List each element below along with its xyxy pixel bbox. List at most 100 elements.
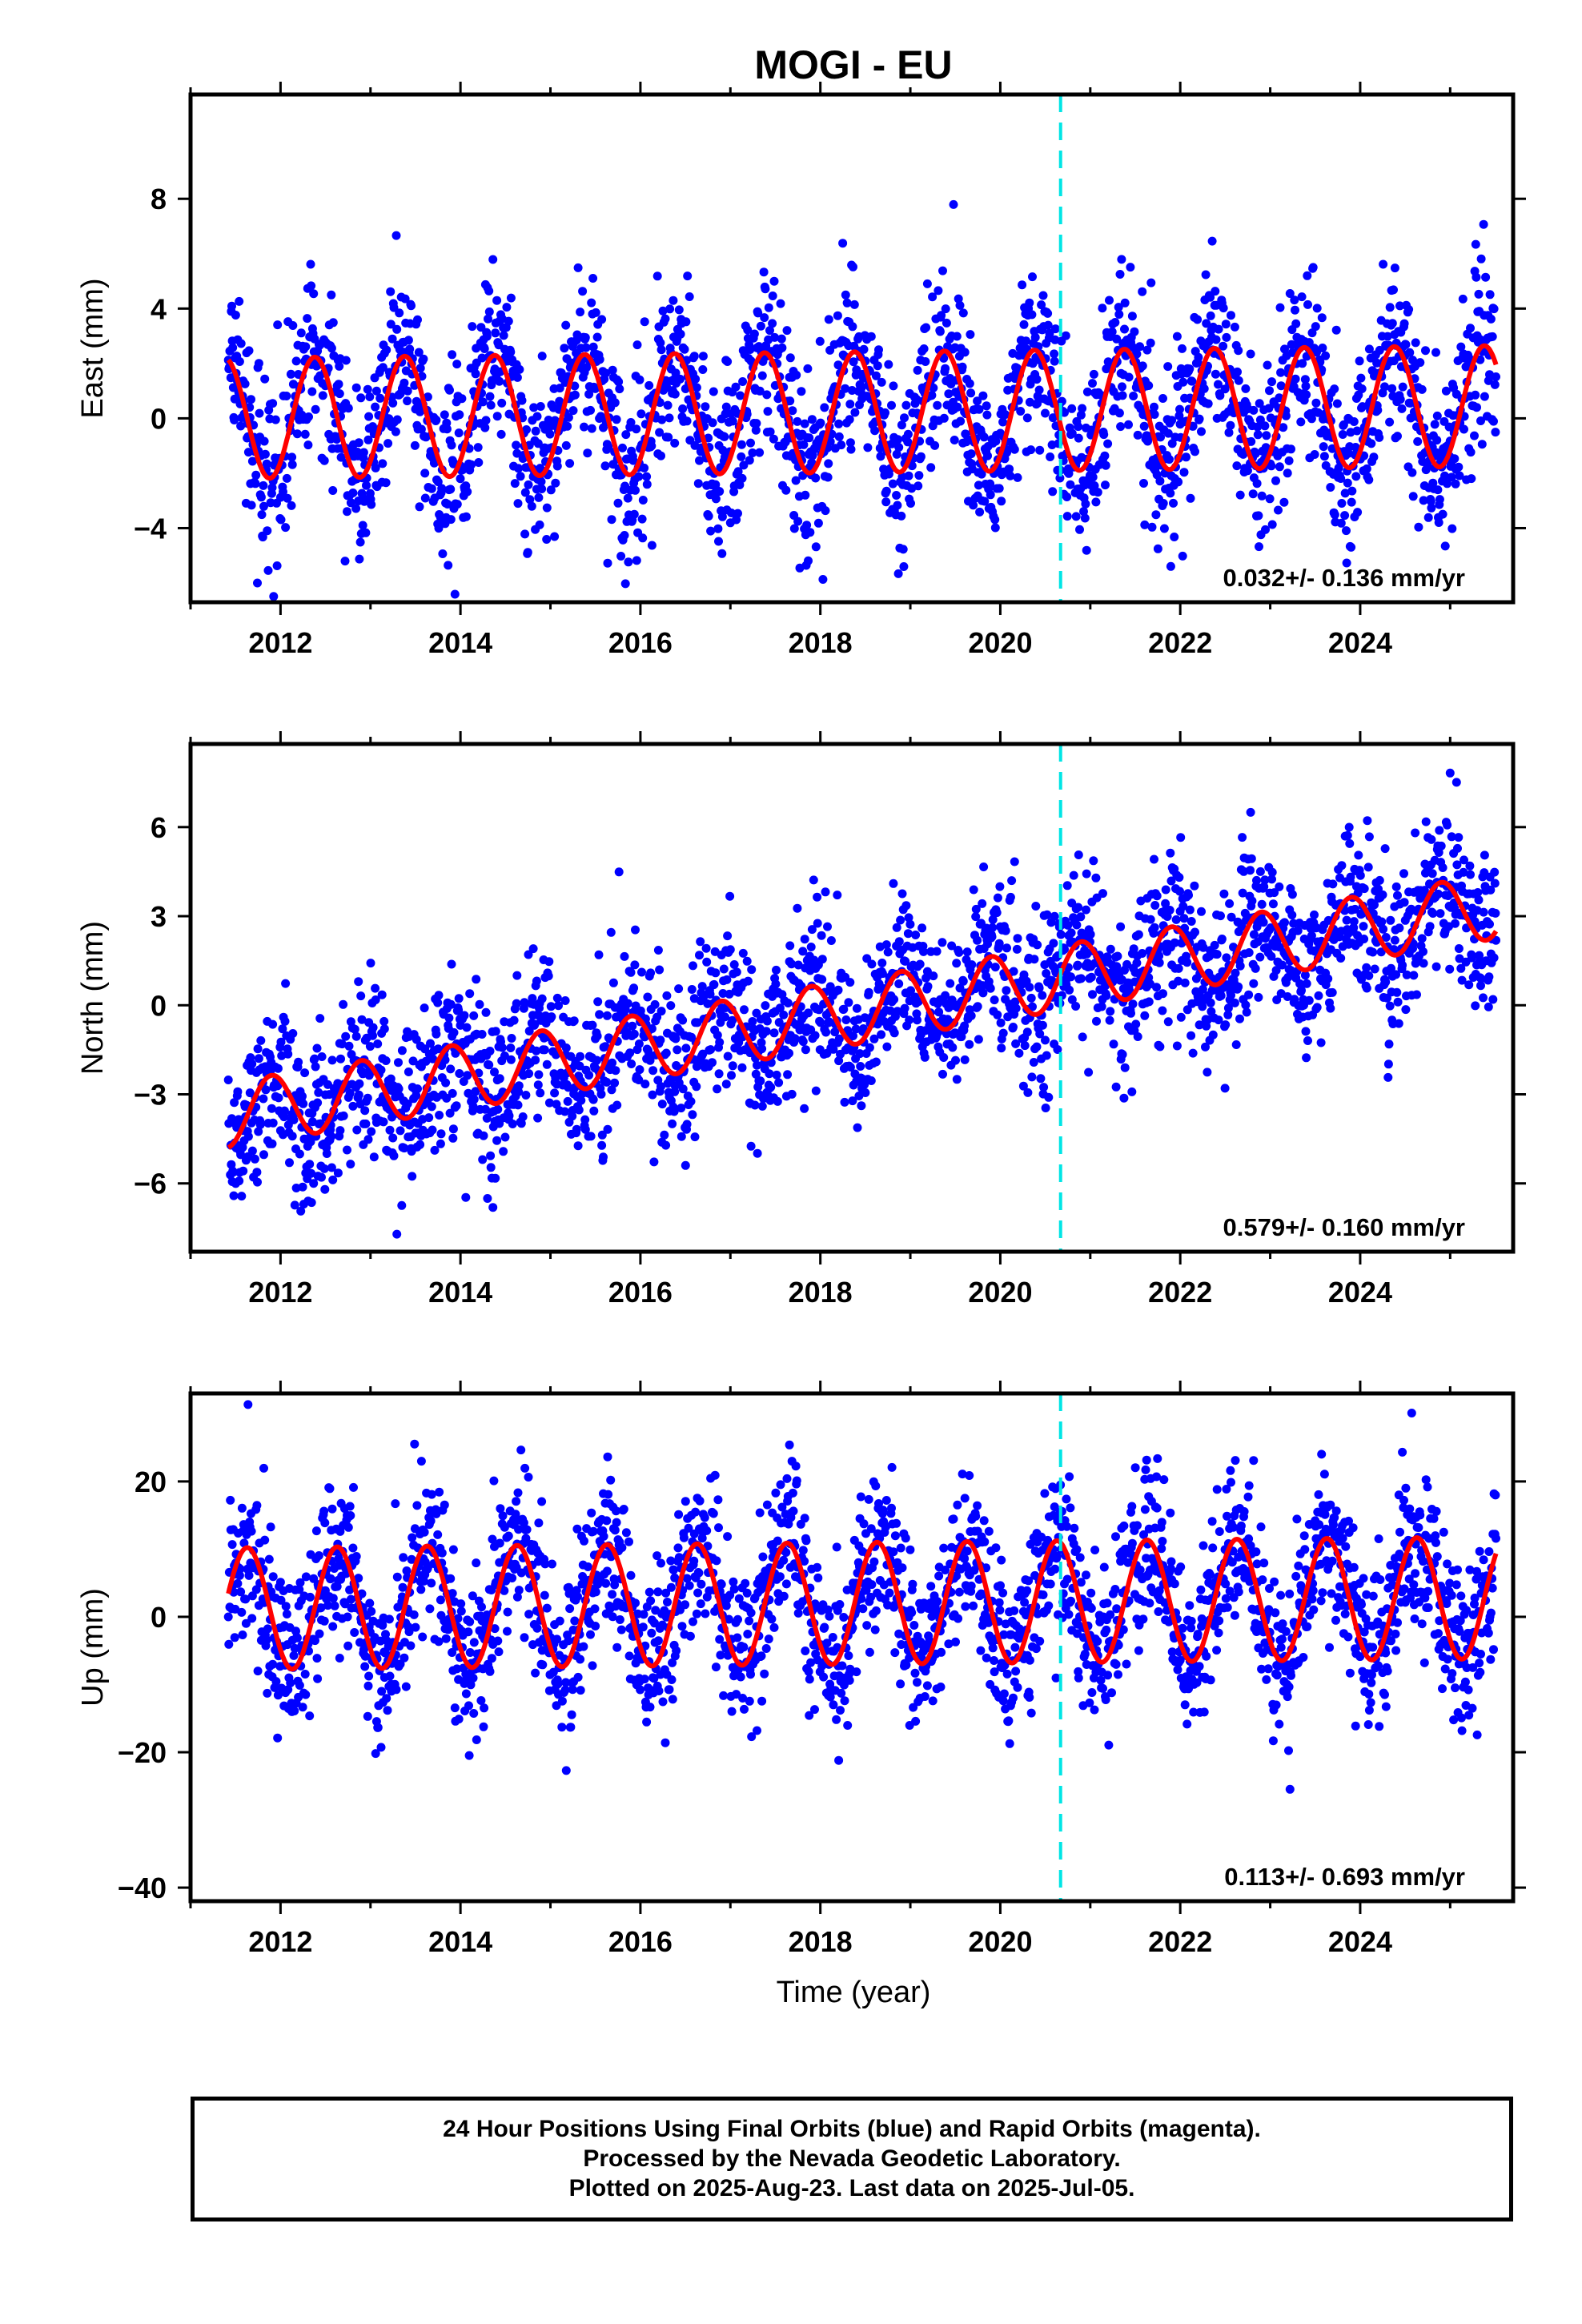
data-point (718, 989, 728, 998)
data-point (1235, 961, 1245, 971)
data-point (1201, 270, 1211, 279)
data-point (1050, 356, 1059, 366)
data-point (1398, 960, 1407, 970)
data-point (327, 1163, 336, 1172)
data-point (230, 1098, 239, 1108)
data-point (537, 352, 547, 361)
data-point (1109, 1039, 1118, 1049)
data-point (934, 286, 943, 296)
data-point (1383, 1059, 1393, 1069)
data-point (771, 979, 781, 989)
data-point (1064, 468, 1074, 478)
data-point (747, 965, 757, 975)
data-point (1080, 513, 1090, 523)
data-point (756, 1076, 765, 1086)
data-point (1303, 300, 1312, 309)
data-point (680, 344, 689, 354)
data-point (267, 1139, 277, 1148)
data-point (1125, 986, 1134, 995)
data-point (1407, 468, 1417, 477)
data-point (761, 1001, 770, 1011)
data-point (1069, 870, 1078, 880)
data-point (259, 1150, 268, 1160)
data-point (351, 1031, 361, 1041)
data-point (834, 419, 844, 428)
data-point (251, 470, 261, 480)
data-point (1191, 447, 1199, 456)
data-point (613, 498, 623, 508)
data-point (823, 472, 833, 482)
data-point (1219, 304, 1228, 313)
data-point (640, 1080, 650, 1089)
data-point (993, 893, 1002, 903)
data-point (537, 994, 547, 1003)
data-point (938, 266, 947, 275)
data-point (709, 387, 718, 396)
data-point (1019, 320, 1029, 329)
data-point (484, 1060, 494, 1070)
data-point (676, 374, 685, 384)
data-point (1138, 361, 1147, 371)
data-point (1379, 924, 1388, 934)
data-point (838, 239, 848, 248)
data-point (1175, 887, 1184, 896)
data-point (693, 1018, 702, 1027)
data-point (800, 419, 809, 428)
data-point (811, 1086, 821, 1096)
data-point (1351, 904, 1359, 914)
data-point (1340, 489, 1350, 498)
data-point (436, 1129, 446, 1139)
data-point (482, 332, 492, 341)
data-point (1076, 912, 1086, 922)
data-point (1009, 1023, 1018, 1031)
data-point (1490, 879, 1500, 888)
data-point (777, 343, 787, 352)
data-point (1470, 917, 1480, 927)
data-point (365, 392, 375, 401)
data-point (532, 1046, 541, 1055)
data-point (1223, 1010, 1233, 1019)
data-point (1211, 287, 1220, 296)
data-point (438, 549, 448, 558)
data-point (433, 477, 443, 487)
data-point (688, 1110, 697, 1120)
data-point (1316, 1038, 1326, 1047)
data-point (660, 1130, 669, 1140)
data-point (263, 565, 273, 575)
data-point (958, 362, 967, 372)
data-point (327, 1055, 337, 1065)
data-point (1159, 524, 1169, 533)
data-point (914, 471, 924, 480)
data-point (1074, 850, 1083, 859)
data-point (723, 1051, 733, 1061)
data-point (962, 947, 972, 957)
data-point (954, 294, 963, 304)
data-point (859, 344, 869, 354)
data-point (666, 1001, 676, 1011)
data-point (1002, 986, 1011, 995)
data-point (603, 558, 612, 568)
data-point (643, 992, 652, 1002)
data-point (392, 415, 402, 424)
data-point (394, 1058, 403, 1068)
data-point (237, 1607, 247, 1617)
data-point (600, 461, 610, 471)
data-point (481, 1007, 491, 1017)
data-point (661, 1048, 671, 1058)
data-point (586, 405, 595, 415)
data-point (230, 416, 239, 424)
data-point (621, 430, 631, 440)
data-point (823, 922, 832, 931)
data-point (1380, 844, 1390, 854)
data-point (1202, 319, 1211, 328)
data-point (301, 342, 311, 352)
data-point (892, 449, 901, 459)
data-point (499, 331, 508, 340)
data-point (1030, 955, 1039, 964)
data-point (307, 1198, 316, 1208)
data-point (922, 279, 932, 288)
data-point (1470, 431, 1479, 440)
data-point (851, 1024, 861, 1034)
data-point (995, 882, 1005, 891)
data-point (1399, 898, 1409, 907)
